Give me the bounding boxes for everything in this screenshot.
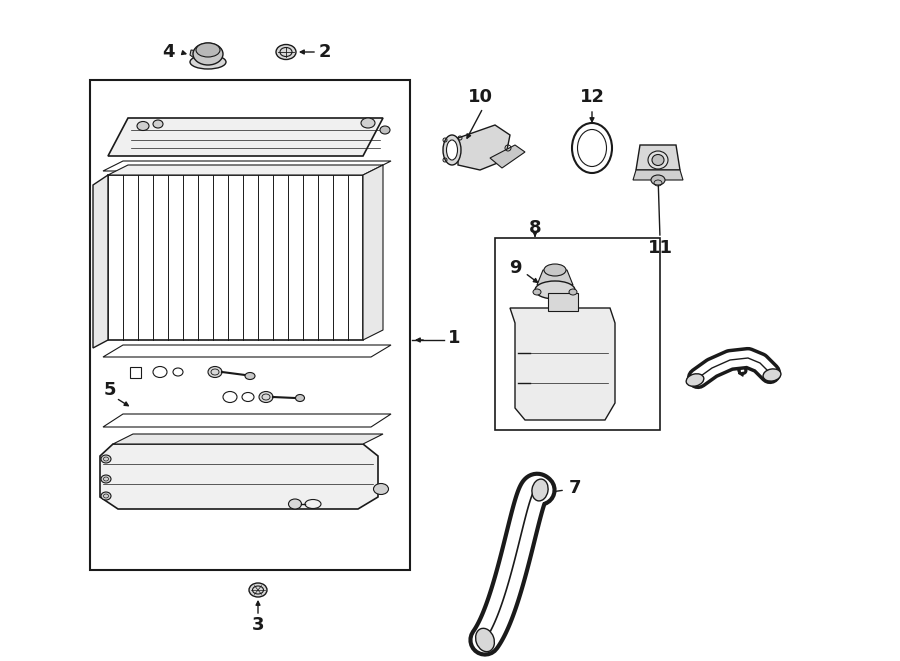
Text: 4: 4: [162, 43, 175, 61]
Text: 8: 8: [528, 219, 541, 237]
Ellipse shape: [475, 629, 494, 652]
Polygon shape: [636, 145, 680, 170]
Text: 12: 12: [580, 88, 605, 106]
Polygon shape: [93, 175, 108, 348]
Ellipse shape: [276, 44, 296, 59]
Text: 7: 7: [569, 479, 581, 497]
Bar: [548, 293, 578, 311]
Text: 10: 10: [467, 88, 492, 106]
Ellipse shape: [101, 475, 111, 483]
Text: 1: 1: [448, 329, 461, 347]
Polygon shape: [108, 165, 383, 175]
Ellipse shape: [361, 118, 375, 128]
Ellipse shape: [532, 479, 548, 501]
Text: 3: 3: [252, 616, 265, 634]
Ellipse shape: [569, 289, 577, 295]
Ellipse shape: [208, 366, 222, 377]
Bar: [130, 367, 141, 378]
Ellipse shape: [193, 43, 223, 65]
Ellipse shape: [648, 151, 668, 169]
Polygon shape: [100, 444, 378, 509]
Ellipse shape: [101, 455, 111, 463]
Text: 9: 9: [508, 259, 521, 277]
Polygon shape: [510, 308, 615, 420]
Ellipse shape: [137, 122, 149, 130]
Ellipse shape: [533, 289, 541, 295]
Ellipse shape: [249, 583, 267, 597]
Ellipse shape: [686, 373, 704, 386]
Text: 2: 2: [319, 43, 331, 61]
Ellipse shape: [374, 483, 389, 494]
Ellipse shape: [153, 120, 163, 128]
Polygon shape: [633, 170, 683, 180]
Ellipse shape: [101, 492, 111, 500]
Ellipse shape: [446, 140, 457, 160]
Ellipse shape: [196, 43, 220, 57]
Polygon shape: [537, 270, 573, 285]
Polygon shape: [190, 50, 198, 58]
Ellipse shape: [289, 499, 302, 509]
Ellipse shape: [544, 264, 566, 276]
Ellipse shape: [190, 55, 226, 69]
Ellipse shape: [652, 155, 664, 165]
Text: 5: 5: [104, 381, 116, 399]
Bar: [495, 238, 660, 430]
Text: 11: 11: [647, 239, 672, 257]
Ellipse shape: [443, 135, 461, 165]
Ellipse shape: [259, 391, 273, 403]
Polygon shape: [490, 145, 525, 168]
Text: 6: 6: [736, 361, 748, 379]
Ellipse shape: [763, 369, 781, 381]
Polygon shape: [458, 125, 510, 170]
Polygon shape: [113, 434, 383, 444]
Polygon shape: [108, 175, 363, 340]
Polygon shape: [363, 165, 383, 340]
Polygon shape: [108, 118, 383, 156]
Ellipse shape: [651, 175, 665, 185]
Ellipse shape: [295, 395, 304, 401]
Ellipse shape: [245, 373, 255, 379]
Ellipse shape: [535, 281, 575, 299]
Ellipse shape: [380, 126, 390, 134]
Bar: [90, 80, 410, 570]
